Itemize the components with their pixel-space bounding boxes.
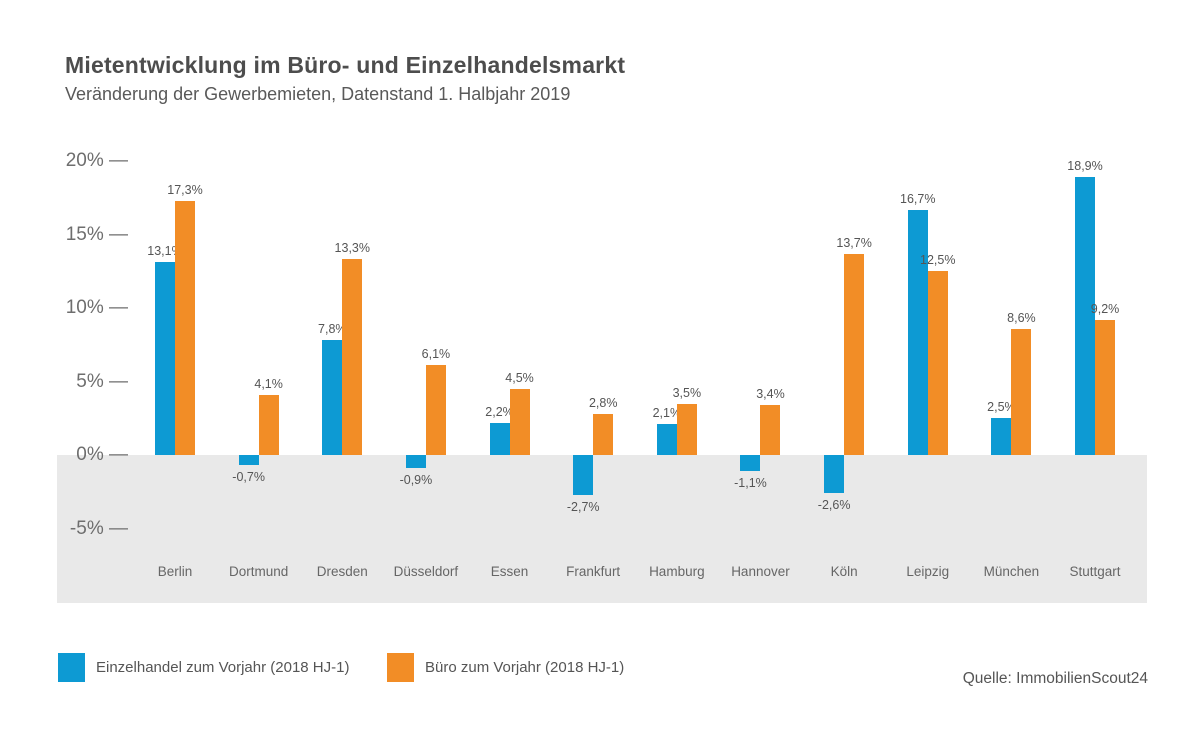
- bar-buero: [509, 388, 530, 455]
- legend-swatch-buero-icon: [387, 653, 414, 682]
- x-axis-label: Hannover: [731, 564, 790, 579]
- bar-value-label: -2,6%: [817, 498, 851, 513]
- bar-buero: [927, 271, 948, 455]
- bar-einzelhandel: [991, 418, 1012, 455]
- bar-value-label: -2,7%: [566, 499, 600, 514]
- legend-label-einzelhandel: Einzelhandel zum Vorjahr (2018 HJ-1): [96, 659, 350, 676]
- bar-value-label: -1,1%: [734, 476, 767, 491]
- bar-value-label: 2,1%: [652, 406, 682, 421]
- y-axis-tick: 20% —: [65, 150, 128, 171]
- negative-value-region: [57, 455, 1147, 603]
- bar-value-label: 4,1%: [254, 376, 283, 391]
- bar-value-label: 7,8%: [318, 322, 347, 337]
- bar-chart: 20% — 15% — 10% — 5% — 0% — -5% — Berlin 13,1% 1…: [57, 150, 1147, 603]
- bar-einzelhandel: [656, 424, 677, 455]
- x-axis-label: Hamburg: [649, 564, 705, 579]
- page-title: Mietentwicklung im Büro- und Einzelhande…: [65, 52, 626, 78]
- bar-value-label: 4,5%: [505, 370, 534, 385]
- bar-einzelhandel: [824, 455, 845, 494]
- bar-einzelhandel: [322, 340, 343, 455]
- x-axis-label: München: [983, 564, 1040, 579]
- bar-einzelhandel: [405, 455, 426, 469]
- bar-value-label: 9,2%: [1090, 301, 1120, 316]
- bar-buero: [1011, 328, 1032, 455]
- x-axis-label: Köln: [830, 564, 858, 579]
- bar-value-label: 18,9%: [1067, 159, 1103, 174]
- legend-item-einzelhandel: Einzelhandel zum Vorjahr (2018 HJ-1): [58, 653, 349, 682]
- legend-label-buero: Büro zum Vorjahr (2018 HJ-1): [425, 659, 625, 676]
- bar-einzelhandel: [740, 455, 761, 472]
- legend-item-buero: Büro zum Vorjahr (2018 HJ-1): [387, 653, 624, 682]
- bar-value-label: 2,5%: [987, 400, 1016, 415]
- x-axis-label: Frankfurt: [566, 564, 621, 579]
- bar-einzelhandel: [489, 422, 510, 455]
- x-axis-label: Dresden: [316, 564, 368, 579]
- x-axis-label: Berlin: [157, 564, 193, 579]
- bar-buero: [760, 405, 781, 455]
- bar-buero: [342, 259, 363, 455]
- bar-buero: [258, 394, 279, 455]
- bar-einzelhandel: [573, 455, 594, 495]
- y-axis-tick: 10% —: [65, 297, 128, 318]
- bar-buero: [1095, 319, 1116, 455]
- bar-einzelhandel: [1075, 177, 1096, 455]
- source-note: Quelle: ImmobilienScout24: [962, 670, 1148, 687]
- x-axis-label: Dortmund: [228, 564, 289, 579]
- page-subtitle: Veränderung der Gewerbemieten, Datenstan…: [65, 84, 571, 104]
- y-axis-tick: 5% —: [76, 370, 128, 392]
- bar-buero: [425, 365, 446, 455]
- bar-value-label: 12,5%: [920, 253, 956, 268]
- bar-value-label: 13,7%: [836, 235, 872, 250]
- bar-value-label: 3,4%: [756, 387, 785, 402]
- bar-value-label: 8,6%: [1007, 310, 1036, 325]
- y-axis-tick: 15% —: [65, 223, 128, 245]
- bar-value-label: 2,2%: [485, 404, 514, 419]
- bar-value-label: 3,5%: [672, 385, 702, 400]
- bar-einzelhandel: [238, 455, 259, 466]
- bar-buero: [175, 200, 195, 455]
- bar-einzelhandel: [155, 262, 175, 455]
- bar-value-label: 13,3%: [334, 241, 370, 256]
- bar-value-label: -0,7%: [232, 470, 265, 485]
- y-axis-tick: -5% —: [69, 517, 128, 539]
- x-axis-label: Stuttgart: [1069, 564, 1121, 579]
- bar-value-label: -0,9%: [399, 473, 433, 488]
- legend-swatch-einzelhandel-icon: [58, 653, 85, 682]
- x-axis-label: Düsseldorf: [393, 564, 459, 579]
- bar-buero: [844, 253, 865, 455]
- bar-value-label: 17,3%: [167, 182, 203, 197]
- bar-value-label: 13,1%: [147, 244, 183, 259]
- bar-buero: [676, 403, 697, 455]
- bar-value-label: 2,8%: [588, 395, 618, 410]
- bar-einzelhandel: [907, 209, 928, 455]
- y-axis-tick: 0% —: [76, 444, 128, 465]
- bar-value-label: 6,1%: [421, 347, 451, 362]
- bar-value-label: 16,7%: [900, 191, 936, 206]
- x-axis-label: Leipzig: [906, 564, 950, 579]
- x-axis-label: Essen: [490, 564, 529, 579]
- bar-buero: [593, 413, 614, 455]
